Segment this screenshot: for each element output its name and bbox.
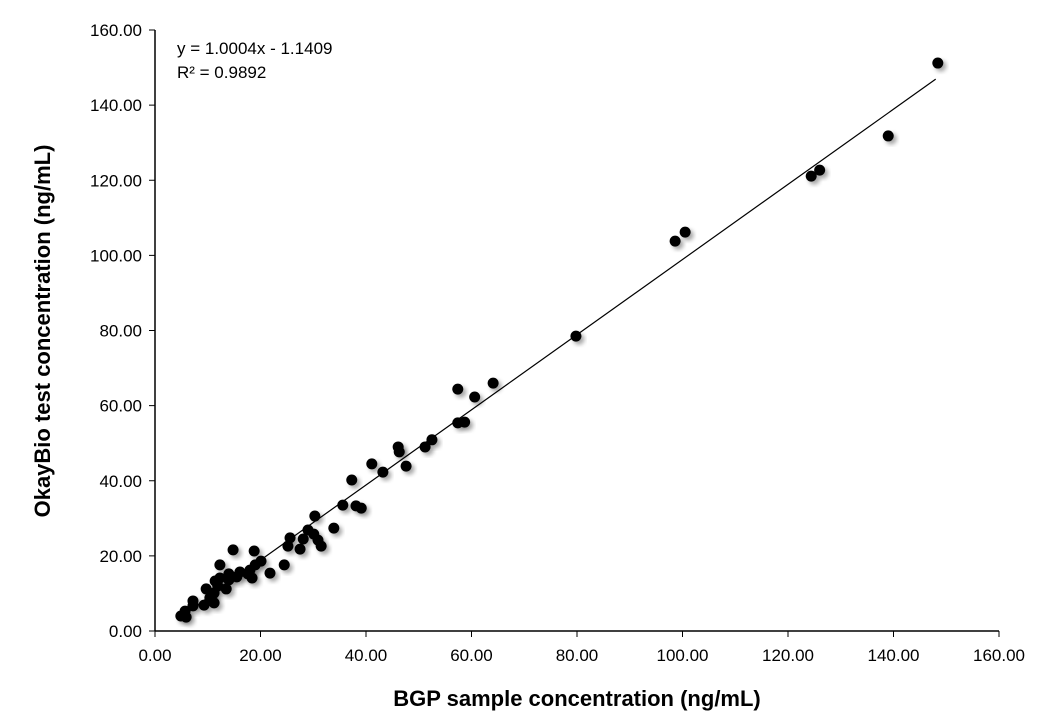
y-tick-label: 60.00 <box>99 397 142 416</box>
x-tick-label: 0.00 <box>138 646 171 665</box>
y-tick-label: 40.00 <box>99 472 142 491</box>
data-point <box>208 597 220 609</box>
data-point <box>227 544 239 556</box>
data-point <box>328 522 340 534</box>
x-tick-label: 100.00 <box>657 646 709 665</box>
x-tick-label: 160.00 <box>973 646 1025 665</box>
data-point <box>393 446 405 458</box>
data-point <box>355 502 367 514</box>
data-point <box>278 559 290 571</box>
r2-label: R² = 0.9892 <box>177 63 266 82</box>
data-point <box>882 130 894 142</box>
data-point <box>459 416 471 428</box>
data-point <box>297 533 309 545</box>
data-point <box>400 460 412 472</box>
y-tick-label: 0.00 <box>109 622 142 641</box>
data-point <box>426 434 438 446</box>
y-tick-label: 20.00 <box>99 547 142 566</box>
data-point <box>302 524 314 536</box>
data-point <box>669 235 681 247</box>
data-point <box>469 391 481 403</box>
y-tick-label: 120.00 <box>90 171 142 190</box>
data-point <box>223 574 235 586</box>
data-point <box>200 583 212 595</box>
y-tick-label: 100.00 <box>90 246 142 265</box>
data-point <box>377 466 389 478</box>
y-axis-label: OkayBio test concentration (ng/mL) <box>30 145 55 518</box>
data-point <box>487 377 499 389</box>
x-tick-label: 80.00 <box>556 646 599 665</box>
equation-label: y = 1.0004x - 1.1409 <box>177 39 332 58</box>
data-point <box>264 567 276 579</box>
data-point <box>198 599 210 611</box>
data-point <box>282 540 294 552</box>
data-point <box>294 543 306 555</box>
data-point <box>814 164 826 176</box>
y-tick-label: 160.00 <box>90 21 142 40</box>
x-tick-label: 40.00 <box>345 646 388 665</box>
axes: 0.00 20.00 40.00 60.00 80.00 100.00 120.00 140.… <box>90 21 1025 665</box>
data-point <box>679 226 691 238</box>
y-tick-label: 140.00 <box>90 96 142 115</box>
x-axis-label: BGP sample concentration (ng/mL) <box>393 686 761 711</box>
data-point <box>346 474 358 486</box>
y-tick-label: 80.00 <box>99 322 142 341</box>
x-tick-label: 60.00 <box>450 646 493 665</box>
data-point <box>309 510 321 522</box>
data-point <box>248 545 260 557</box>
x-tick-label: 20.00 <box>239 646 282 665</box>
data-point <box>337 499 349 511</box>
x-tick-label: 120.00 <box>762 646 814 665</box>
data-point <box>419 441 431 453</box>
data-point <box>180 611 192 623</box>
data-point <box>805 170 817 182</box>
data-point <box>284 532 296 544</box>
points-group <box>175 57 944 623</box>
data-point <box>187 600 199 612</box>
data-point <box>315 540 327 552</box>
data-point <box>220 583 232 595</box>
data-point <box>932 57 944 69</box>
data-point <box>214 559 226 571</box>
x-tick-label: 140.00 <box>868 646 920 665</box>
data-point <box>366 458 378 470</box>
data-point <box>452 383 464 395</box>
data-point <box>570 330 582 342</box>
